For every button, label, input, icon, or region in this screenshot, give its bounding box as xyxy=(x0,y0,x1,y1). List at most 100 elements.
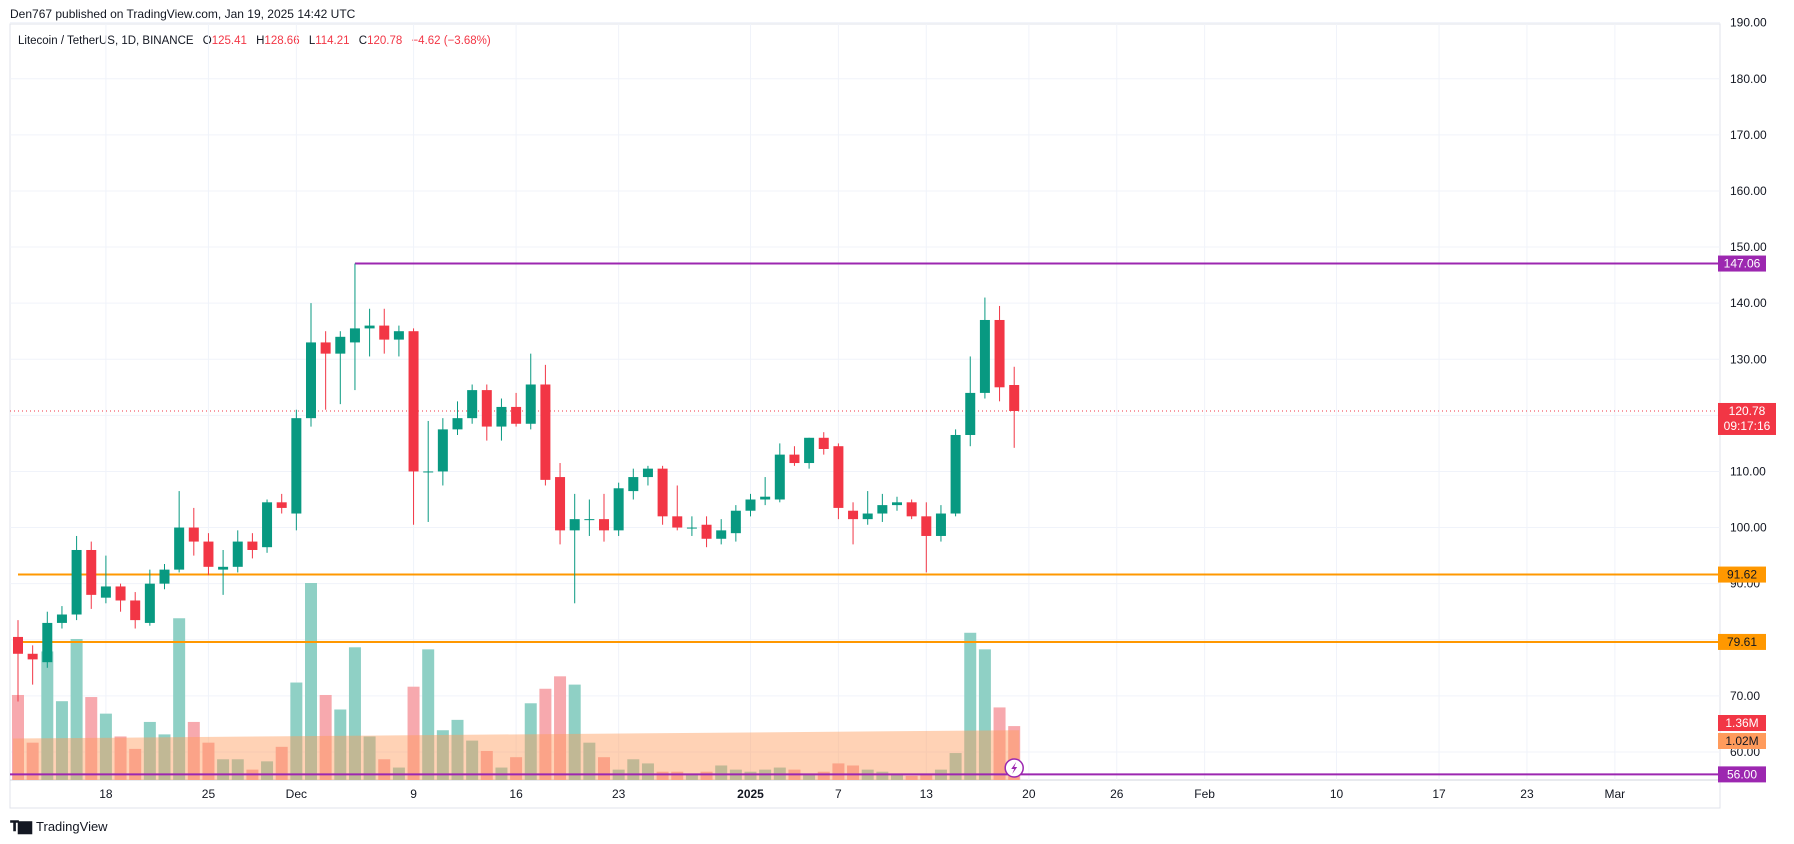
candle xyxy=(628,468,639,500)
candle xyxy=(979,297,990,399)
volume-bar xyxy=(554,676,567,780)
close-value: 120.78 xyxy=(367,35,403,47)
time-tick-label: 13 xyxy=(920,787,934,801)
time-tick-label: 17 xyxy=(1432,787,1446,801)
volume-bar xyxy=(993,707,1006,780)
candle xyxy=(86,541,97,609)
candle xyxy=(100,555,111,604)
candle-body xyxy=(701,524,712,539)
price-level-tag: 56.00 xyxy=(1718,766,1766,783)
candle-body xyxy=(174,527,185,570)
volume-bar xyxy=(305,583,317,780)
candle xyxy=(467,384,478,424)
candle-body xyxy=(349,328,360,343)
candle-body xyxy=(379,325,390,340)
time-tick-label: 23 xyxy=(612,787,626,801)
candle xyxy=(584,499,595,536)
volume-bar xyxy=(114,736,127,780)
candle xyxy=(115,583,126,612)
time-tick-label: 25 xyxy=(202,787,216,801)
volume-bar xyxy=(290,682,303,780)
high-label: H xyxy=(256,35,265,47)
candle xyxy=(159,564,170,590)
candle-body xyxy=(628,477,639,492)
candle xyxy=(730,505,741,542)
time-tick-label: 2025 xyxy=(737,787,764,801)
candle-body xyxy=(291,418,302,514)
candle xyxy=(686,516,697,536)
time-tick-label: 26 xyxy=(1110,787,1124,801)
price-tick-label: 190.00 xyxy=(1730,16,1767,30)
candle-body xyxy=(100,586,111,598)
time-tick-label: Dec xyxy=(286,787,307,801)
candle xyxy=(657,465,668,525)
candle-body xyxy=(144,583,155,623)
candle-body xyxy=(760,496,771,500)
candle-body xyxy=(745,499,756,511)
close-label: C xyxy=(358,35,368,47)
volume-bar xyxy=(671,771,684,780)
candle xyxy=(262,499,273,553)
volume-bar xyxy=(407,686,420,780)
symbol-legend: Litecoin / TetherUS, 1D, BINANCE O125.41… xyxy=(18,35,491,47)
candle-body xyxy=(730,510,741,534)
change-value: −4.62 (−3.68%) xyxy=(411,35,491,47)
candle xyxy=(232,530,243,573)
time-tick-label: 16 xyxy=(509,787,523,801)
price-tick-label: 110.00 xyxy=(1730,464,1766,478)
volume-bar xyxy=(158,734,171,780)
candle xyxy=(144,569,155,626)
tradingview-logo-icon: 𝐓▇ xyxy=(10,818,32,834)
candle xyxy=(496,398,507,441)
volume-bar xyxy=(12,694,24,780)
volume-bar xyxy=(891,773,903,780)
volume-bar xyxy=(832,763,845,780)
candle xyxy=(745,493,756,517)
candle-body xyxy=(247,541,258,550)
candle-body xyxy=(408,331,419,472)
candle-body xyxy=(965,392,976,435)
candle xyxy=(511,392,522,427)
candle xyxy=(789,446,800,466)
candle-body xyxy=(115,586,126,601)
footer-brand[interactable]: 𝐓▇ TradingView xyxy=(10,818,108,835)
low-label: L xyxy=(308,35,316,47)
candle-body xyxy=(467,390,478,419)
candle-body xyxy=(892,502,902,506)
candle-body xyxy=(130,600,141,621)
candle-body xyxy=(393,331,404,340)
price-tick-label: 180.00 xyxy=(1730,72,1767,86)
volume-bar xyxy=(524,703,537,780)
volume-bar xyxy=(202,742,215,780)
candle-body xyxy=(218,566,229,570)
volume-layer xyxy=(12,583,1021,780)
candle-body xyxy=(511,406,522,424)
volume-bar xyxy=(129,748,142,780)
volume-bar xyxy=(55,701,68,780)
candle xyxy=(965,356,976,447)
candle xyxy=(672,485,683,531)
price-tick-label: 170.00 xyxy=(1730,128,1767,142)
candle xyxy=(774,443,785,503)
candle xyxy=(408,328,419,525)
candle xyxy=(188,507,199,556)
price-level-tag-label: 147.06 xyxy=(1724,257,1761,271)
price-tick-label: 130.00 xyxy=(1730,352,1767,366)
levels-layer xyxy=(10,262,1720,776)
candle xyxy=(437,418,448,486)
open-value: 125.41 xyxy=(211,35,247,47)
volume-bar xyxy=(656,771,669,780)
candle xyxy=(833,443,844,520)
candle-body xyxy=(599,519,609,531)
volume-bar xyxy=(510,757,523,780)
candle xyxy=(540,364,551,486)
volume-bar xyxy=(348,647,361,780)
candle xyxy=(701,516,712,548)
candle-body xyxy=(262,502,273,548)
candle-body xyxy=(1009,384,1020,411)
volume-bar xyxy=(744,771,757,780)
candle-body xyxy=(569,519,580,531)
volume-bar xyxy=(319,694,332,780)
candle xyxy=(364,308,375,357)
